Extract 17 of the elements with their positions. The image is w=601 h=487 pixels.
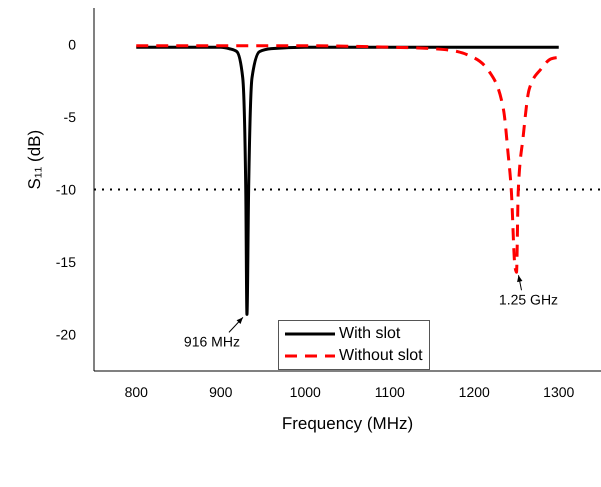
legend-label: With slot — [339, 325, 400, 343]
x-tick-label: 900 — [209, 384, 233, 400]
y-axis-title: S₁₁ (dB) — [25, 130, 44, 190]
x-tick-label: 1300 — [543, 384, 575, 400]
x-axis-title: Frequency (MHz) — [282, 414, 414, 433]
annotation: 916 MHz — [184, 333, 240, 350]
x-tick-label: 800 — [124, 384, 148, 400]
x-tick-label: 1100 — [374, 384, 406, 400]
legend-label: Without slot — [339, 347, 423, 365]
x-tick-label: 1000 — [290, 384, 322, 400]
y-tick-label: -5 — [64, 108, 76, 125]
annotation: 1.25 GHz — [498, 291, 558, 308]
y-tick-label: 0 — [68, 36, 76, 52]
y-tick-label: -20 — [56, 326, 76, 343]
y-tick-label: -10 — [56, 181, 76, 198]
x-tick-label: 1200 — [458, 384, 490, 400]
y-tick-label: -15 — [56, 254, 76, 270]
